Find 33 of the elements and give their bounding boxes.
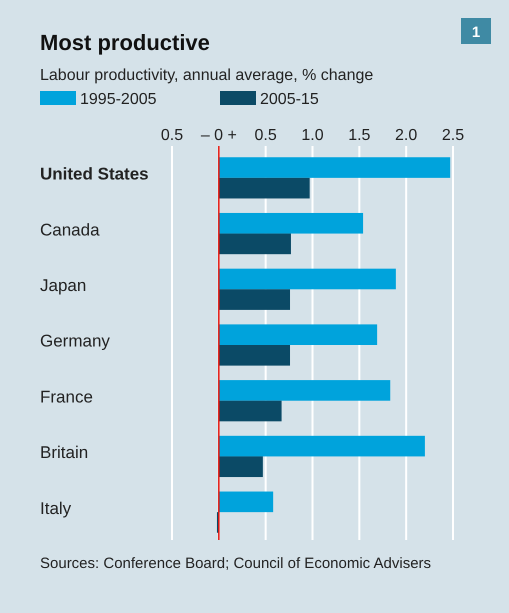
y-tick-label: Italy [40, 498, 72, 518]
y-tick-label: Britain [40, 443, 88, 462]
source-note: Sources: Conference Board; Council of Economic Advisers [40, 555, 432, 572]
bar [218, 380, 390, 401]
text: 1 [472, 24, 480, 41]
bar [218, 436, 425, 456]
bar [218, 157, 450, 178]
x-tick-label: – 0 + [200, 127, 237, 144]
x-tick-label: 2.0 [395, 127, 418, 144]
bar [218, 212, 364, 234]
bar [218, 456, 263, 478]
x-tick-label: 1.5 [348, 127, 371, 144]
y-tick-label: France [40, 387, 93, 406]
x-tick-label: 0.5 [254, 127, 277, 144]
bar [218, 400, 282, 422]
x-tick-label: 2.5 [442, 127, 464, 144]
y-tick-label: United States [40, 164, 149, 184]
bar [218, 345, 290, 366]
chart-title: Most productive [40, 30, 210, 55]
x-tick-label: 1.0 [301, 127, 324, 144]
bar [218, 234, 291, 254]
bar [218, 178, 310, 198]
bar [218, 289, 290, 310]
bar [218, 492, 274, 512]
bar [218, 324, 378, 345]
chart-subtitle: Labour productivity, annual average, % change [40, 67, 374, 84]
y-tick-label: Canada [40, 220, 100, 240]
legend-label: 2005-15 [260, 91, 319, 108]
y-tick-label: Germany [40, 332, 110, 351]
bar [218, 268, 396, 290]
legend-label: 1995-2005 [80, 91, 157, 108]
x-tick-label: 0.5 [160, 127, 184, 144]
y-tick-label: Japan [40, 276, 86, 295]
